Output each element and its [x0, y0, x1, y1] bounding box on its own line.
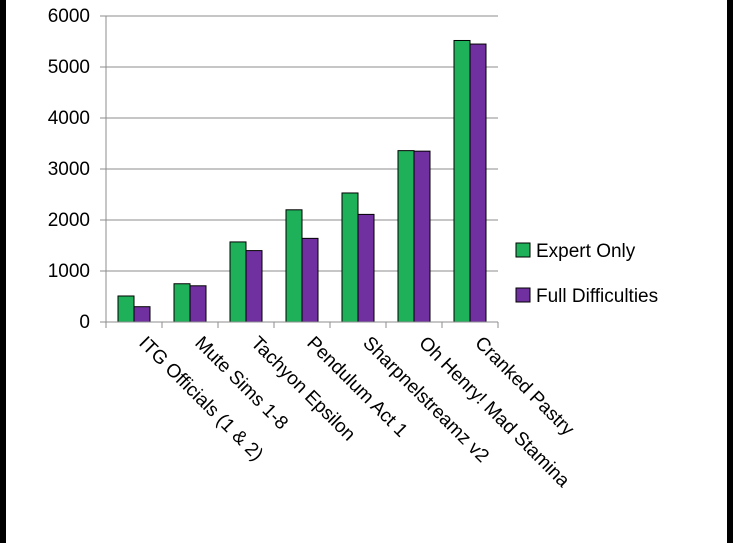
gridlines — [106, 15, 498, 272]
bar-expert-only — [229, 241, 247, 323]
legend-label-expert-only: Expert Only — [536, 241, 636, 262]
y-tick-label: 3000 — [48, 159, 90, 180]
bar-expert-only — [341, 192, 359, 323]
bar-full-difficulties — [189, 285, 207, 323]
x-category-labels: ITG Officials (1 & 2)Mute Sims 1-8Tachyo… — [134, 333, 578, 492]
bar-full-difficulties — [245, 250, 263, 323]
y-tick-label: 1000 — [48, 261, 90, 282]
bar-chart: 0 1000 2000 3000 4000 5000 6000 ITG Officials … — [48, 6, 658, 492]
y-tick-label: 2000 — [48, 210, 90, 231]
legend-label-full-difficulties: Full Difficulties — [536, 286, 658, 307]
bar-full-difficulties — [133, 306, 151, 323]
legend-swatch-expert-only — [515, 242, 531, 258]
y-tick-label: 6000 — [48, 6, 90, 27]
bars — [117, 39, 487, 323]
y-tick-label: 5000 — [48, 57, 90, 78]
bar-full-difficulties — [301, 237, 319, 323]
y-tick-label: 0 — [79, 312, 90, 333]
bar-expert-only — [397, 150, 415, 323]
legend: Expert Only Full Difficulties — [515, 241, 658, 307]
y-tick-label: 4000 — [48, 108, 90, 129]
x-category-label: Pendulum Act 1 — [302, 333, 411, 442]
bar-expert-only — [453, 39, 471, 323]
x-category-label: Tachyon Epsilon — [246, 333, 359, 446]
bar-expert-only — [173, 283, 191, 323]
bar-full-difficulties — [357, 213, 375, 323]
legend-swatch-full-difficulties — [515, 287, 531, 303]
bar-expert-only — [285, 209, 303, 323]
bar-full-difficulties — [413, 150, 431, 323]
axes — [100, 15, 499, 328]
x-category-label: Cranked Pastry — [470, 333, 578, 441]
bar-full-difficulties — [469, 43, 487, 323]
bar-expert-only — [117, 295, 135, 323]
y-tick-labels: 0 1000 2000 3000 4000 5000 6000 — [48, 6, 90, 333]
